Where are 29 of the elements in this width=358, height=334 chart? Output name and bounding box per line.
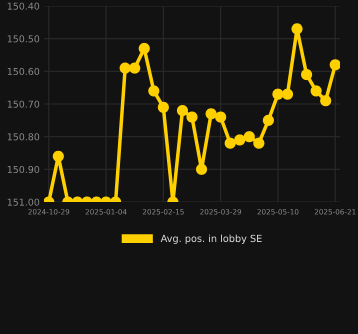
point [330, 59, 340, 70]
point [176, 104, 188, 116]
point [234, 134, 246, 146]
point [138, 42, 150, 54]
y-tick-label: 150.40 [8, 2, 40, 10]
point [120, 62, 131, 74]
point [272, 88, 284, 100]
y-tick-label: 151.00 [8, 198, 40, 206]
point [224, 138, 236, 149]
y-tick-label: 150.80 [8, 133, 40, 140]
point [158, 102, 169, 113]
y-tick-label: 150.50 [8, 35, 40, 42]
y-tick-label: 150.70 [8, 100, 40, 108]
point [253, 138, 264, 149]
point [215, 112, 226, 123]
point [186, 112, 198, 123]
y-tick-label: 150.60 [8, 68, 40, 76]
point [301, 69, 312, 80]
point [262, 114, 274, 126]
legend-label: Avg. pos. in lobby SE [160, 234, 262, 244]
point [244, 131, 255, 142]
y-tick-label: 150.90 [8, 166, 40, 174]
point [148, 85, 160, 96]
point [320, 95, 332, 106]
point [282, 88, 294, 100]
point [129, 62, 140, 74]
point [310, 85, 322, 96]
point [52, 150, 64, 162]
point [206, 108, 217, 120]
